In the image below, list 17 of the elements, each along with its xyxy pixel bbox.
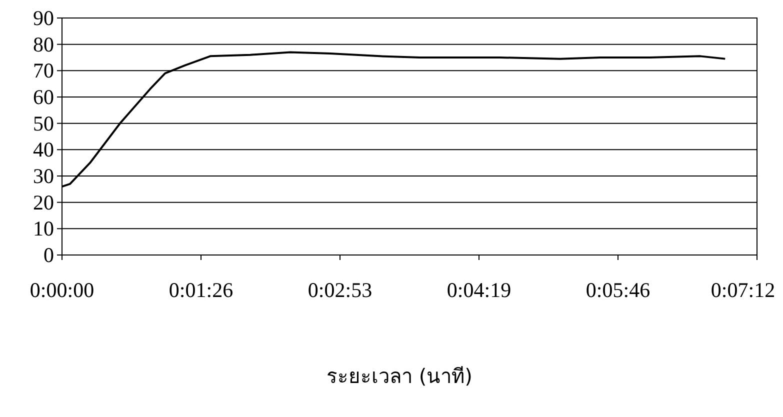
y-tick-label: 30 [33, 164, 54, 188]
x-axis-title: ระยะเวลา (นาที) [326, 364, 472, 388]
y-tick-label: 0 [44, 243, 54, 267]
y-tick-label: 40 [33, 138, 54, 162]
x-tick-label: 0:02:53 [308, 278, 372, 302]
y-tick-label: 60 [33, 85, 54, 109]
y-tick-label: 90 [33, 6, 54, 30]
y-tick-label: 10 [33, 216, 54, 241]
y-tick-label: 50 [33, 111, 54, 136]
x-tick-label: 0:00:00 [30, 278, 94, 302]
x-tick-label: 0:07:12 [710, 278, 776, 302]
x-tick-label: 0:05:46 [586, 278, 650, 302]
y-tick-label: 80 [33, 32, 54, 56]
y-tick-label: 70 [33, 58, 54, 83]
x-tick-label: 0:04:19 [446, 278, 512, 302]
x-tick-label: 0:01:26 [168, 278, 234, 302]
y-tick-label: 20 [33, 190, 54, 214]
